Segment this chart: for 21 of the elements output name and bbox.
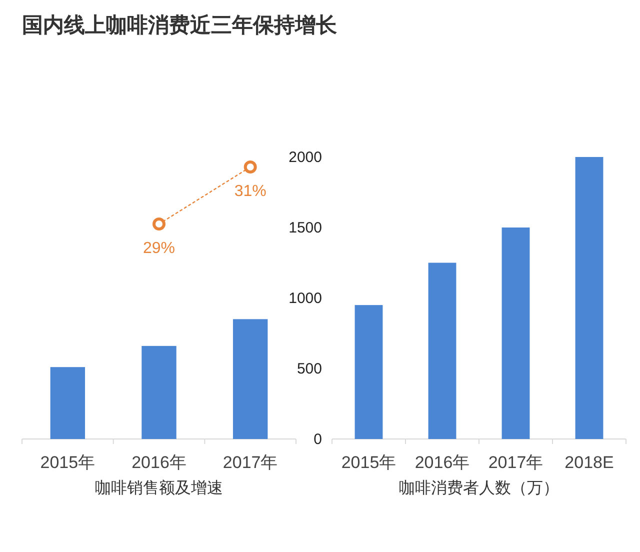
y-tick-label: 1000 <box>288 290 322 307</box>
x-tick-label: 2017年 <box>488 453 544 472</box>
x-tick-label: 2017年 <box>222 453 278 472</box>
chart-title: 国内线上咖啡消费近三年保持增长 <box>22 14 338 37</box>
bar <box>354 305 383 439</box>
x-tick-label: 2015年 <box>40 453 96 472</box>
bar <box>575 157 604 439</box>
data-label: 31% <box>234 183 266 200</box>
x-tick-label: 2016年 <box>414 453 470 472</box>
x-tick-label: 2018E <box>564 453 614 472</box>
y-tick-label: 1500 <box>288 220 322 236</box>
x-axis-title: 咖啡销售额及增速 <box>95 479 223 497</box>
bar <box>428 262 456 439</box>
y-tick-label: 2000 <box>288 149 322 166</box>
x-tick-label: 2016年 <box>132 453 186 472</box>
y-tick-label: 0 <box>314 431 322 448</box>
x-axis-title: 咖啡消费者人数（万） <box>399 479 559 497</box>
y-tick-label: 500 <box>296 360 322 378</box>
x-tick-label: 2015年 <box>341 453 396 472</box>
bar <box>502 228 530 439</box>
data-label: 29% <box>142 240 176 257</box>
